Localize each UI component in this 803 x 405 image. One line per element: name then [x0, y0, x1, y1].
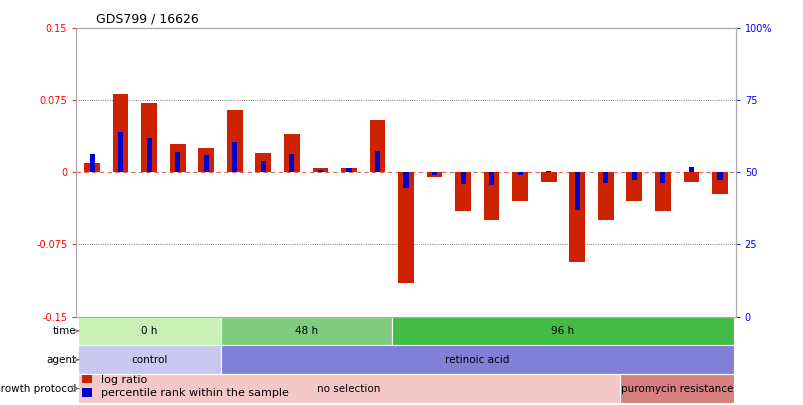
Text: 48 h: 48 h: [294, 326, 317, 336]
Bar: [78, 345, 220, 374]
Text: GDS799 / 16626: GDS799 / 16626: [96, 13, 198, 26]
Text: control: control: [131, 355, 167, 365]
Bar: [255, 153, 271, 173]
Bar: [203, 155, 209, 173]
Bar: [340, 168, 357, 173]
Bar: [517, 173, 522, 175]
Bar: [317, 170, 323, 173]
Text: agent: agent: [46, 355, 76, 365]
Text: 0 h: 0 h: [141, 326, 157, 336]
Bar: [403, 173, 408, 188]
Bar: [374, 151, 380, 173]
Bar: [220, 345, 733, 374]
Bar: [260, 161, 266, 173]
Bar: [198, 148, 214, 173]
Bar: [488, 173, 494, 185]
Bar: [391, 317, 733, 345]
Bar: [146, 138, 152, 173]
Bar: [89, 154, 95, 173]
Bar: [118, 132, 123, 173]
Text: retinoic acid: retinoic acid: [445, 355, 509, 365]
Bar: [602, 173, 608, 183]
Bar: [397, 173, 414, 283]
Bar: [654, 173, 670, 211]
Bar: [220, 317, 391, 345]
Bar: [169, 144, 185, 173]
Bar: [688, 167, 693, 173]
Bar: [711, 173, 727, 194]
Bar: [175, 152, 180, 173]
Bar: [631, 173, 636, 180]
Bar: [574, 173, 579, 210]
Bar: [426, 173, 442, 177]
Text: no selection: no selection: [317, 384, 380, 394]
Text: growth protocol: growth protocol: [0, 384, 76, 394]
Bar: [460, 173, 465, 184]
Bar: [512, 173, 528, 201]
Bar: [454, 173, 471, 211]
Bar: [369, 119, 385, 173]
Text: 96 h: 96 h: [551, 326, 574, 336]
Bar: [431, 173, 437, 175]
Bar: [78, 317, 220, 345]
Bar: [283, 134, 300, 173]
Text: time: time: [52, 326, 76, 336]
Bar: [84, 163, 100, 173]
Legend: log ratio, percentile rank within the sample: log ratio, percentile rank within the sa…: [82, 375, 288, 398]
Bar: [346, 168, 351, 173]
Bar: [232, 142, 237, 173]
Bar: [78, 374, 619, 403]
Bar: [483, 173, 499, 220]
Bar: [597, 173, 613, 220]
Bar: [659, 173, 665, 183]
Bar: [312, 168, 328, 173]
Bar: [545, 171, 551, 173]
Bar: [683, 173, 699, 182]
Bar: [540, 173, 556, 182]
Bar: [569, 173, 585, 262]
Bar: [112, 94, 128, 173]
Bar: [226, 110, 243, 173]
Bar: [289, 154, 294, 173]
Bar: [716, 173, 722, 180]
Text: puromycin resistance: puromycin resistance: [620, 384, 732, 394]
Bar: [141, 103, 157, 173]
Bar: [619, 374, 733, 403]
Bar: [626, 173, 642, 201]
